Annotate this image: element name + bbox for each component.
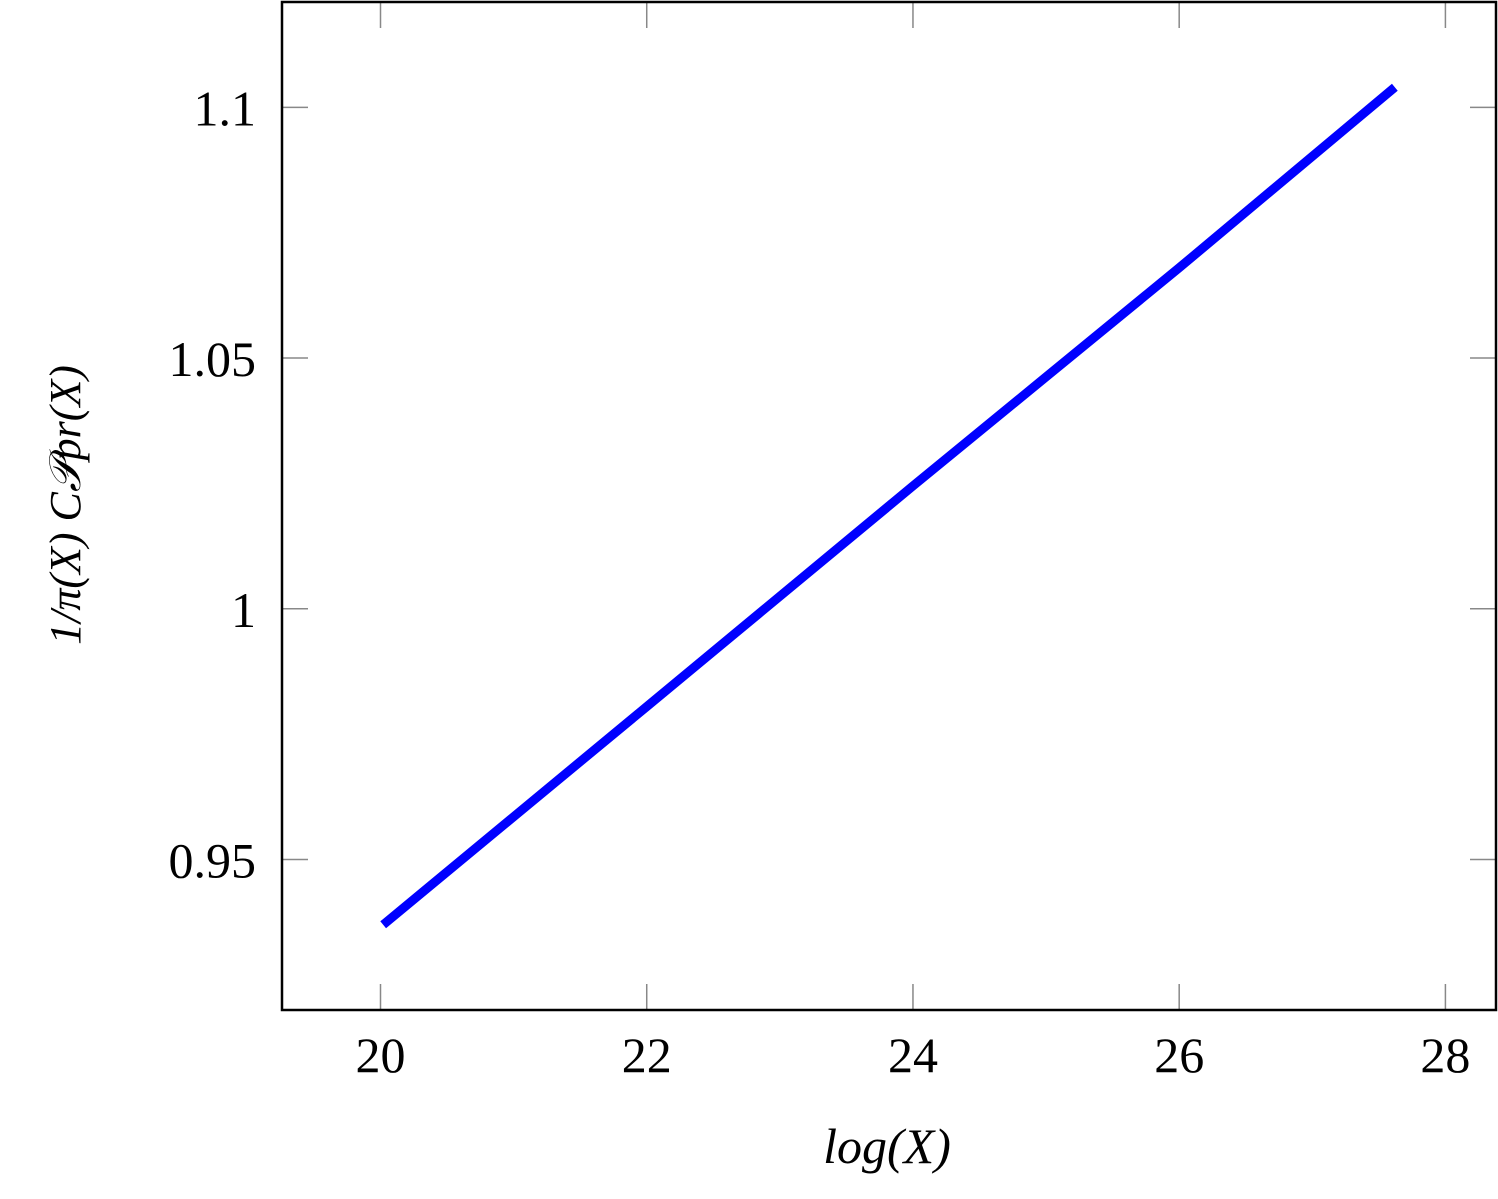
x-tick-label: 24 [888,1027,938,1083]
data-line [380,83,1398,929]
x-tick-label: 26 [1154,1027,1204,1083]
x-axis-label: log(X) [823,1118,951,1174]
plot-frame [280,0,1498,1012]
x-tick-label: 22 [622,1027,672,1083]
y-tick-label: 1.05 [169,331,257,387]
x-tick-label: 20 [356,1027,406,1083]
y-tick-label: 1.1 [194,80,257,136]
y-tick-label: 1 [231,582,256,638]
x-tick-label: 28 [1420,1027,1470,1083]
y-axis-label: 1/π(X) C𝒫pr(X) [41,365,90,645]
y-tick-label: 0.95 [169,833,257,889]
